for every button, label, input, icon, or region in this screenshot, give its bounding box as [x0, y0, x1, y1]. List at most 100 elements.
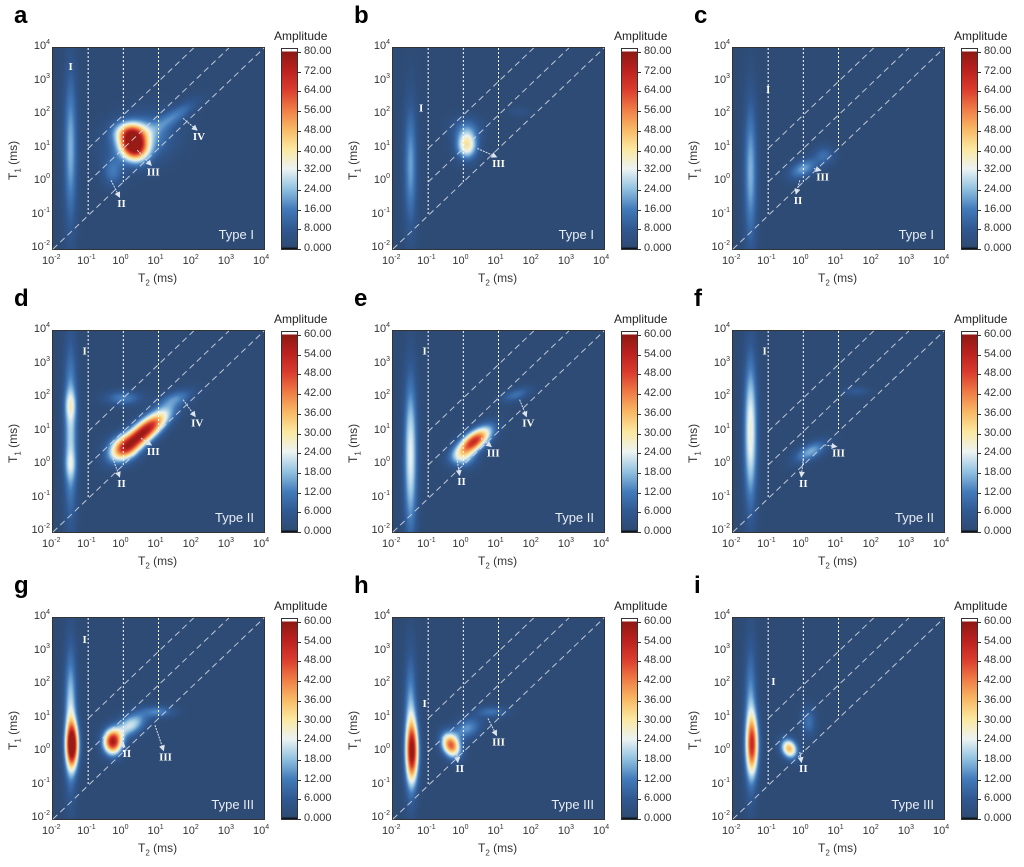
y-axis-label: T1 (ms)	[346, 141, 362, 180]
colorbar-tick-label: 32.00	[304, 163, 332, 176]
x-tick-label: 100	[452, 824, 468, 837]
annotation-arrow	[112, 458, 121, 478]
tick-exp: 1	[159, 254, 164, 261]
colorbar-tick-mark	[978, 130, 981, 132]
tick-exp: 2	[726, 676, 730, 683]
tick-exp: 0	[124, 254, 129, 261]
y-tick-label: 101	[33, 139, 50, 153]
colorbar-tick-label: 54.00	[644, 634, 672, 647]
type-label: Type II	[215, 510, 254, 525]
y-tick-label: 100	[714, 173, 730, 186]
tick-base: 10	[33, 140, 47, 153]
y-tick-label: 103	[714, 356, 730, 369]
tick-base: 10	[713, 390, 727, 402]
annotation-label: II	[799, 478, 808, 490]
heatmap-plot: I II III IV Type II	[392, 330, 605, 533]
tick-exp: 1	[46, 139, 50, 147]
peak-1	[406, 678, 414, 772]
tick-exp: 3	[386, 642, 390, 650]
tick-base: 10	[933, 538, 946, 550]
colorbar-tick-label: 64.00	[644, 84, 672, 97]
annotation-label: I	[83, 345, 87, 357]
colorbar-tick-mark	[978, 512, 981, 514]
x-tick-label: 101	[488, 254, 504, 267]
colorbar-tick-mark	[638, 641, 641, 643]
y-tick-label: 101	[714, 710, 730, 723]
tick-base: 10	[452, 825, 465, 837]
y-tick-label: 10-1	[372, 490, 390, 503]
tick-exp: 0	[46, 743, 50, 750]
axis-label-main: T	[478, 271, 486, 285]
colorbar-tick-label: 24.00	[984, 733, 1012, 746]
y-tick-label: 10-1	[712, 490, 730, 503]
x-tick-label: 103	[558, 254, 574, 267]
y-tick-label: 10-1	[372, 207, 390, 220]
tick-exp: 4	[945, 537, 950, 544]
reference-line-diagonal	[52, 330, 265, 533]
x-tick-label: 104	[253, 537, 269, 550]
panel-letter: h	[354, 572, 369, 599]
colorbar-tick-label: 72.00	[984, 64, 1012, 77]
axis-label-unit: (ms)	[829, 271, 858, 285]
annotation-label: II	[794, 195, 803, 207]
peak-0	[68, 730, 76, 760]
tick-base: 10	[593, 825, 606, 837]
tick-exp: 0	[124, 537, 129, 544]
annotation-arrow	[794, 180, 801, 195]
tick-base: 10	[33, 457, 47, 469]
colorbar-tick-mark	[638, 91, 641, 93]
axis-label-unit: (ms)	[829, 554, 858, 568]
colorbar-tick-label: 60.00	[304, 328, 332, 340]
colorbar-tick-mark	[978, 91, 981, 93]
peak-0	[406, 401, 415, 508]
tick-exp: -1	[89, 824, 96, 831]
tick-base: 10	[373, 390, 387, 402]
panel-letter: b	[354, 2, 369, 29]
tick-base: 10	[371, 241, 384, 253]
x-tick-label: 102	[523, 537, 539, 550]
y-tick-label: 10-2	[32, 240, 50, 253]
colorbar-tick-mark	[638, 374, 641, 376]
colorbar-tick-label: 54.00	[644, 347, 672, 360]
reference-line-diagonal	[732, 330, 945, 533]
tick-base: 10	[112, 255, 125, 267]
y-tick-label: 102	[713, 389, 730, 402]
colorbar-tick-label: 48.00	[644, 123, 672, 136]
reference-line-diagonal	[392, 617, 605, 820]
colorbar-tick-mark	[298, 249, 301, 250]
tick-base: 10	[373, 677, 387, 689]
annotation-label: I	[83, 634, 87, 646]
tick-base: 10	[33, 610, 47, 622]
reference-line-diagonal	[732, 617, 945, 820]
x-tick-label: 102	[863, 537, 879, 550]
colorbar-tick-label: 40.00	[644, 143, 672, 156]
x-tick-label: 103	[558, 824, 574, 837]
tick-exp: 4	[265, 254, 270, 261]
colorbar-tick-label: 30.00	[644, 426, 672, 439]
tick-base: 10	[722, 538, 735, 550]
colorbar-tick-mark	[298, 681, 301, 683]
colorbar-tick-label: 18.00	[304, 752, 332, 765]
tick-base: 10	[373, 323, 387, 335]
y-tick-label: 102	[714, 106, 730, 119]
tick-exp: 4	[386, 609, 390, 616]
x-tick-label: 10-2	[722, 537, 740, 550]
tick-base: 10	[31, 524, 44, 536]
tick-base: 10	[792, 255, 805, 267]
colorbar-tick-mark	[298, 779, 301, 781]
tick-base: 10	[897, 825, 911, 837]
y-tick-label: 100	[714, 743, 730, 756]
tick-exp: 3	[46, 642, 50, 650]
tick-base: 10	[77, 538, 90, 550]
colorbar-tick-label: 24.00	[304, 446, 332, 459]
tick-exp: -2	[383, 810, 390, 817]
colorbar	[621, 618, 638, 820]
colorbar-tick-label: 48.00	[984, 367, 1012, 380]
colorbar-tick-label: 12.00	[304, 772, 332, 785]
colorbar-tick-label: 30.00	[304, 426, 332, 439]
colorbar-tick-mark	[298, 720, 301, 722]
annotation-label: I	[419, 103, 423, 115]
tick-exp: -2	[383, 240, 390, 247]
tick-exp: -2	[54, 824, 61, 831]
